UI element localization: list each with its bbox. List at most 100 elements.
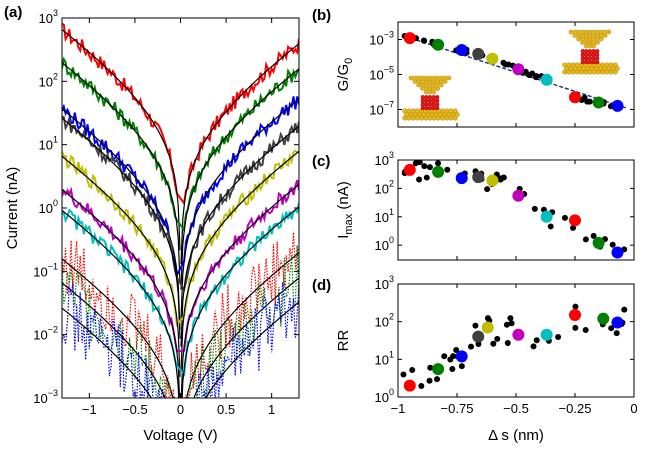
panel-d-xtick-label: −0.5 bbox=[503, 401, 529, 416]
panel-d-background-point bbox=[507, 315, 514, 322]
panel-c-background-point bbox=[497, 175, 504, 182]
panel-d-background-point bbox=[503, 321, 510, 328]
panel-a-xtick-label: 1 bbox=[268, 402, 275, 417]
panel-d-background-point bbox=[504, 340, 511, 347]
panel-d-ytick-label: 100 bbox=[375, 387, 394, 405]
panel-d-ytick-label: 103 bbox=[375, 274, 394, 292]
panel-b-highlight-point bbox=[403, 32, 416, 45]
panel-b: 10−7 10−5 10−3 G/G0 (b) bbox=[312, 7, 635, 128]
series-6-fit bbox=[62, 183, 299, 398]
panel-b-highlight-point bbox=[569, 91, 581, 104]
series-3-data bbox=[62, 96, 299, 279]
panel-d-xlabel: Δ s (nm) bbox=[488, 427, 544, 444]
series-8-data bbox=[62, 232, 299, 398]
panel-a-xlabel: Voltage (V) bbox=[143, 427, 217, 444]
panel-c-highlight-point bbox=[540, 210, 553, 223]
panel-d-background-point bbox=[613, 330, 620, 337]
panel-a: −1 −0.5 0 0.5 1 10−3 10−2 10−1 100 101 102 103 Volta… bbox=[4, 4, 300, 444]
panel-a-letter: (a) bbox=[4, 4, 22, 21]
panel-d-background-point bbox=[572, 324, 579, 331]
panel-c-background-point bbox=[444, 166, 451, 173]
series-7-data bbox=[62, 202, 299, 377]
panel-b-highlight-point bbox=[592, 96, 605, 109]
panel-d-background-point bbox=[449, 365, 456, 372]
panel-b-background-point bbox=[533, 74, 540, 81]
panel-c-ytick-label: 100 bbox=[375, 235, 394, 253]
series-6-data bbox=[62, 179, 299, 353]
panel-c-highlight-point bbox=[592, 236, 605, 249]
panel-d-background-point bbox=[608, 325, 615, 332]
junction-illustration-left bbox=[402, 75, 460, 121]
panel-d-background-point bbox=[426, 377, 433, 384]
series-7-fit bbox=[62, 205, 299, 398]
panel-a-xtick-label: −1 bbox=[82, 402, 97, 417]
panel-d-background-point bbox=[427, 364, 434, 371]
panel-d-xtick-label: −1 bbox=[391, 401, 406, 416]
panel-c-highlight-point bbox=[486, 174, 499, 187]
panel-c-highlight-point bbox=[455, 172, 468, 185]
panel-c-background-point bbox=[582, 236, 589, 243]
series-8-fit bbox=[62, 252, 299, 398]
panel-c-highlight-point bbox=[569, 214, 581, 227]
panel-c-background-point bbox=[423, 174, 430, 181]
series-10-fit bbox=[62, 301, 299, 398]
panel-d-highlight-point bbox=[569, 309, 581, 322]
panel-d-highlight-point bbox=[455, 350, 468, 363]
panel-d-highlight-point bbox=[432, 363, 445, 376]
panel-c-ytick-label: 102 bbox=[375, 178, 394, 196]
panel-c-background-point bbox=[435, 160, 442, 167]
series-1-data bbox=[62, 22, 299, 206]
panel-c-background-point bbox=[421, 163, 428, 170]
panel-d-letter: (d) bbox=[312, 277, 331, 294]
series-5-fit bbox=[62, 150, 299, 377]
panel-d-highlight-point bbox=[512, 328, 525, 341]
panel-b-highlight-point bbox=[611, 99, 624, 112]
panel-a-ytick-label: 10−2 bbox=[33, 325, 58, 343]
panel-d-background-point bbox=[582, 327, 589, 334]
panel-c-letter: (c) bbox=[312, 153, 330, 170]
panel-d-xtick-label: 0 bbox=[630, 401, 637, 416]
panel-c-background-point bbox=[416, 160, 423, 166]
panel-b-ylabel: G/G0 bbox=[335, 58, 355, 92]
panel-d-background-point bbox=[472, 322, 479, 329]
panel-d-ylabel: RR bbox=[335, 330, 352, 352]
series-4-fit bbox=[62, 117, 299, 347]
panel-c-background-point bbox=[484, 186, 491, 193]
series-1-fit bbox=[62, 28, 299, 265]
panel-d-highlight-point bbox=[403, 379, 416, 392]
panel-b-background-point bbox=[421, 37, 428, 44]
panel-d-ytick-label: 102 bbox=[375, 312, 394, 330]
series-2-fit bbox=[62, 62, 299, 290]
panel-a-ytick-label: 101 bbox=[39, 135, 58, 153]
panel-d-highlight-point bbox=[472, 330, 485, 343]
panel-d-frame bbox=[397, 283, 635, 398]
panel-d-highlight-point bbox=[611, 316, 624, 329]
junction-illustration-right bbox=[562, 29, 620, 75]
panel-b-background-point bbox=[505, 61, 512, 68]
panel-b-ytick-label: 10−7 bbox=[369, 100, 394, 118]
panel-a-ytick-label: 10−1 bbox=[33, 261, 58, 279]
panel-d-ytick-label: 101 bbox=[375, 349, 394, 367]
panel-d-background-point bbox=[434, 376, 441, 383]
panel-c-background-point bbox=[547, 223, 554, 230]
panel-d-background-point bbox=[494, 335, 501, 342]
panel-d-background-point bbox=[490, 340, 497, 347]
panel-d-background-point bbox=[467, 343, 474, 350]
series-4-data bbox=[62, 115, 299, 293]
panel-c-highlight-point bbox=[403, 163, 416, 176]
panel-a-plot-area bbox=[62, 22, 299, 398]
panel-b-highlight-point bbox=[432, 38, 445, 51]
panel-b-ytick-label: 10−5 bbox=[369, 65, 394, 83]
panel-d-background-point bbox=[400, 371, 407, 378]
panel-c-highlight-point bbox=[611, 246, 624, 259]
panel-c-background-point bbox=[590, 232, 597, 239]
panel-d-background-point bbox=[450, 353, 457, 360]
series-10-data bbox=[62, 282, 299, 398]
panel-a-ylabel: Current (nA) bbox=[4, 167, 21, 250]
panel-d-highlight-point bbox=[481, 321, 494, 334]
panel-c-background-point bbox=[570, 224, 577, 231]
panel-b-highlight-point bbox=[472, 47, 485, 60]
panel-d-background-point bbox=[572, 303, 579, 310]
panel-d-background-point bbox=[418, 383, 425, 390]
